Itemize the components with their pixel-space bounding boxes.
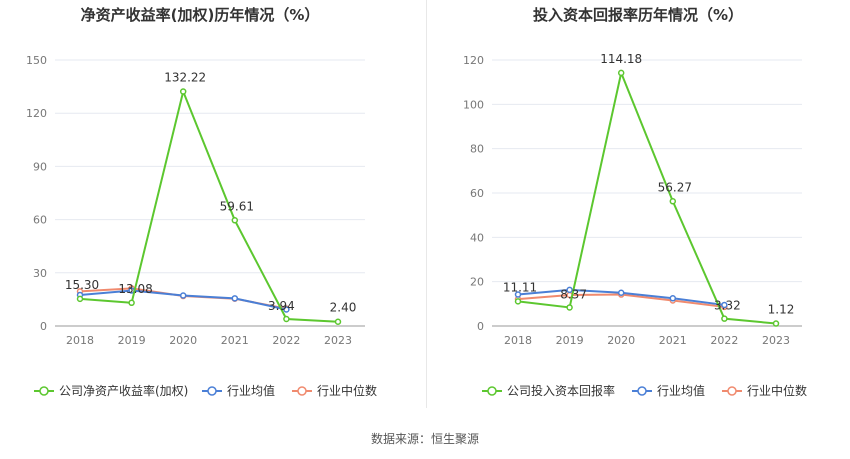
y-tick-label-1-60: 60 bbox=[470, 187, 484, 200]
panel-divider bbox=[426, 0, 427, 408]
data-point-1-1-1 bbox=[566, 286, 573, 294]
series-line-0-0 bbox=[79, 88, 339, 323]
legend-marker-0-0 bbox=[39, 386, 49, 396]
legend-label-0-2: 行业中位数 bbox=[317, 383, 377, 398]
legend-label-1-0: 公司投入资本回报率 bbox=[507, 383, 615, 398]
x-tick-label-0-2023: 2023 bbox=[324, 334, 352, 347]
data-label-0-2: 132.22 bbox=[164, 71, 206, 85]
data-point-0-1-2 bbox=[179, 292, 187, 299]
data-label-1-4: 3.32 bbox=[714, 299, 741, 313]
data-label-0-4: 3.94 bbox=[268, 299, 295, 313]
legend-label-1-1: 行业均值 bbox=[657, 383, 705, 398]
x-tick-label-0-2022: 2022 bbox=[272, 334, 300, 347]
data-label-1-1: 8.37 bbox=[560, 287, 587, 301]
data-point-1-0-1 bbox=[566, 304, 573, 311]
legend-label-1-2: 行业中位数 bbox=[747, 383, 807, 398]
x-tick-label-1-2023: 2023 bbox=[762, 334, 790, 347]
x-tick-label-0-2020: 2020 bbox=[169, 334, 197, 347]
data-label-0-1: 13.08 bbox=[118, 282, 152, 296]
data-point-0-0-2 bbox=[179, 88, 187, 95]
legend-marker-0-1 bbox=[207, 386, 217, 396]
y-tick-label-0-0: 0 bbox=[40, 320, 47, 333]
y-tick-label-1-20: 20 bbox=[470, 276, 484, 289]
data-point-1-1-4 bbox=[721, 301, 728, 309]
data-point-1-0-0 bbox=[514, 298, 522, 305]
legend-marker-1-2 bbox=[727, 386, 737, 396]
legend-marker-0-2 bbox=[297, 386, 307, 396]
data-label-1-2: 114.18 bbox=[600, 52, 642, 66]
series-line-1-0 bbox=[517, 69, 777, 325]
x-tick-label-1-2020: 2020 bbox=[607, 334, 635, 347]
y-tick-label-1-120: 120 bbox=[463, 54, 484, 67]
x-tick-label-1-2018: 2018 bbox=[504, 334, 532, 347]
y-tick-label-1-40: 40 bbox=[470, 231, 484, 244]
data-label-1-5: 1.12 bbox=[768, 303, 795, 317]
data-point-0-0-0 bbox=[76, 295, 84, 303]
x-tick-label-0-2021: 2021 bbox=[221, 334, 249, 347]
legend-label-0-0: 公司净资产收益率(加权) bbox=[59, 383, 188, 398]
x-tick-label-1-2019: 2019 bbox=[556, 334, 584, 347]
y-tick-label-0-90: 90 bbox=[33, 160, 47, 173]
data-label-1-0: 11.11 bbox=[503, 280, 537, 294]
x-tick-label-1-2022: 2022 bbox=[710, 334, 738, 347]
data-label-0-3: 59.61 bbox=[220, 199, 254, 213]
y-tick-label-1-0: 0 bbox=[477, 320, 484, 333]
data-point-0-0-1 bbox=[128, 299, 135, 307]
data-point-0-0-3 bbox=[231, 217, 239, 224]
data-label-1-3: 56.27 bbox=[658, 180, 692, 194]
data-point-0-0-5 bbox=[334, 318, 342, 325]
chart-title-1: 投入资本回报率历年情况（%） bbox=[533, 6, 743, 24]
data-point-1-1-2 bbox=[617, 289, 625, 296]
y-tick-label-0-120: 120 bbox=[26, 107, 47, 120]
x-tick-label-0-2019: 2019 bbox=[118, 334, 146, 347]
data-source-footer: 数据来源：恒生聚源 bbox=[370, 432, 479, 446]
x-tick-label-0-2018: 2018 bbox=[66, 334, 94, 347]
data-label-0-0: 15.30 bbox=[65, 278, 99, 292]
data-point-1-0-4 bbox=[721, 315, 728, 322]
y-tick-label-0-60: 60 bbox=[33, 214, 47, 227]
legend-label-0-1: 行业均值 bbox=[227, 383, 275, 398]
chart-title-0: 净资产收益率(加权)历年情况（%） bbox=[81, 6, 320, 24]
y-tick-label-0-30: 30 bbox=[33, 267, 47, 280]
data-point-1-0-3 bbox=[669, 198, 677, 205]
y-tick-label-0-150: 150 bbox=[26, 54, 47, 67]
data-point-0-0-4 bbox=[283, 315, 290, 323]
data-point-1-0-5 bbox=[772, 320, 780, 327]
legend-marker-1-1 bbox=[637, 386, 647, 396]
data-point-1-1-3 bbox=[669, 295, 677, 302]
legend-marker-1-0 bbox=[487, 386, 497, 396]
data-point-1-0-2 bbox=[617, 69, 625, 77]
data-point-0-1-4 bbox=[283, 306, 290, 313]
data-label-0-5: 2.40 bbox=[330, 301, 357, 315]
data-point-1-1-0 bbox=[514, 291, 522, 298]
data-point-0-1-3 bbox=[231, 295, 239, 302]
x-tick-label-1-2021: 2021 bbox=[659, 334, 687, 347]
y-tick-label-1-80: 80 bbox=[470, 143, 484, 156]
y-tick-label-1-100: 100 bbox=[463, 98, 484, 111]
